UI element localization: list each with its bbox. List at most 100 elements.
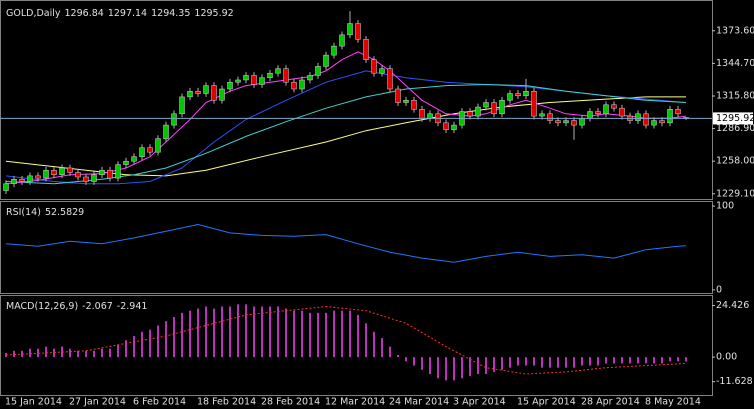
candle-body bbox=[107, 169, 113, 179]
header-part: 1295.92 bbox=[194, 8, 233, 19]
x-tick-label: 8 May 2014 bbox=[645, 397, 701, 408]
candle-body bbox=[499, 100, 505, 115]
indicator-line bbox=[5, 96, 686, 177]
header-part: RSI(14) bbox=[6, 207, 41, 218]
candle-body bbox=[123, 160, 129, 165]
indicator-line bbox=[5, 305, 687, 375]
candle-body bbox=[91, 174, 97, 182]
candle-body bbox=[379, 68, 385, 74]
y-tick-label: 0 bbox=[716, 284, 722, 295]
candle-body bbox=[307, 75, 313, 81]
header-part: MACD(12,26,9) bbox=[6, 301, 78, 312]
candle-body bbox=[427, 113, 433, 119]
y-tick-label: 1258.00 bbox=[716, 156, 754, 167]
candle-body bbox=[243, 75, 249, 81]
candle-body bbox=[475, 106, 481, 117]
y-tick-label: 1373.60 bbox=[716, 25, 754, 36]
candle-body bbox=[611, 104, 617, 109]
macd-panel-frame bbox=[0, 295, 713, 396]
y-tick-label: -11.628 bbox=[716, 376, 753, 387]
candle-body bbox=[171, 113, 177, 126]
y-tick-label: 1229.10 bbox=[716, 188, 754, 199]
candle-body bbox=[547, 113, 553, 121]
rsi-panel-frame bbox=[0, 201, 713, 294]
candle-body bbox=[531, 90, 537, 117]
candle-body bbox=[163, 124, 169, 139]
x-tick-label: 27 Jan 2014 bbox=[69, 397, 126, 408]
candle-body bbox=[259, 77, 265, 85]
candle-body bbox=[651, 120, 657, 126]
candle-body bbox=[43, 169, 49, 179]
x-tick-label: 3 Apr 2014 bbox=[453, 397, 506, 408]
header-part: 1294.35 bbox=[151, 8, 190, 19]
x-tick-label: 24 Mar 2014 bbox=[389, 397, 449, 408]
indicator-line bbox=[5, 70, 687, 185]
x-tick-label: 15 Jan 2014 bbox=[5, 397, 62, 408]
candle-body bbox=[659, 120, 665, 124]
candle-body bbox=[35, 175, 41, 179]
price-label-box bbox=[713, 112, 753, 125]
candle-body bbox=[595, 111, 601, 115]
x-tick-label: 28 Apr 2014 bbox=[581, 397, 640, 408]
candle-body bbox=[211, 85, 217, 101]
candle-body bbox=[227, 81, 233, 90]
candle-body bbox=[643, 113, 649, 126]
candle-body bbox=[131, 156, 137, 162]
candle-body bbox=[491, 102, 497, 115]
indicator-line bbox=[5, 51, 687, 185]
candle-body bbox=[59, 167, 65, 175]
indicator-line bbox=[5, 223, 687, 263]
candle-body bbox=[467, 111, 473, 117]
candle-body bbox=[371, 59, 377, 74]
candle-body bbox=[291, 81, 297, 90]
y-tick-label: 1344.70 bbox=[716, 58, 754, 69]
panel-header: RSI(14) 52.5829 bbox=[6, 207, 84, 218]
candle-body bbox=[619, 107, 625, 117]
candle-body bbox=[179, 96, 185, 115]
candle-body bbox=[667, 109, 673, 124]
candle-body bbox=[27, 175, 33, 182]
candle-body bbox=[299, 79, 305, 90]
candle-body bbox=[571, 120, 577, 126]
candle-body bbox=[515, 93, 521, 97]
x-tick-label: 12 Mar 2014 bbox=[325, 397, 385, 408]
candle-body bbox=[219, 88, 225, 101]
candle-body bbox=[203, 85, 209, 94]
panel-header: GOLD,Daily 1296.84 1297.14 1294.35 1295.92 bbox=[6, 8, 234, 19]
candle-body bbox=[539, 113, 545, 117]
candle-body bbox=[419, 109, 425, 119]
candle-body bbox=[275, 68, 281, 74]
candle-body bbox=[75, 172, 81, 178]
candle-body bbox=[67, 167, 73, 173]
candle-body bbox=[483, 102, 489, 108]
candle-body bbox=[19, 178, 25, 182]
y-tick-label: 1315.80 bbox=[716, 90, 754, 101]
candle-body bbox=[579, 118, 585, 126]
candle-body bbox=[347, 23, 353, 36]
candle-body bbox=[507, 93, 513, 101]
header-part: 52.5829 bbox=[45, 207, 84, 218]
x-tick-label: 18 Feb 2014 bbox=[197, 397, 256, 408]
x-tick-label: 28 Feb 2014 bbox=[261, 397, 320, 408]
candle-body bbox=[235, 79, 241, 83]
candle-body bbox=[451, 124, 457, 130]
x-tick-label: 15 Apr 2014 bbox=[517, 397, 576, 408]
candle-body bbox=[523, 90, 529, 97]
candle-body bbox=[411, 100, 417, 110]
candle-body bbox=[323, 54, 329, 67]
candle-body bbox=[675, 109, 681, 115]
candle-body bbox=[51, 169, 57, 175]
candle-body bbox=[635, 113, 641, 121]
candle-body bbox=[387, 68, 393, 90]
indicator-line bbox=[5, 83, 687, 185]
header-part: -2.941 bbox=[117, 301, 148, 312]
candle-body bbox=[3, 183, 9, 191]
x-tick-label: 6 Feb 2014 bbox=[133, 397, 186, 408]
candle-body bbox=[99, 169, 105, 175]
panel-header: MACD(12,26,9) -2.067 -2.941 bbox=[6, 301, 147, 312]
y-tick-label: 100 bbox=[716, 201, 734, 212]
candle-body bbox=[83, 176, 89, 182]
candle-body bbox=[267, 72, 273, 78]
y-tick-label: 24.426 bbox=[716, 300, 749, 311]
